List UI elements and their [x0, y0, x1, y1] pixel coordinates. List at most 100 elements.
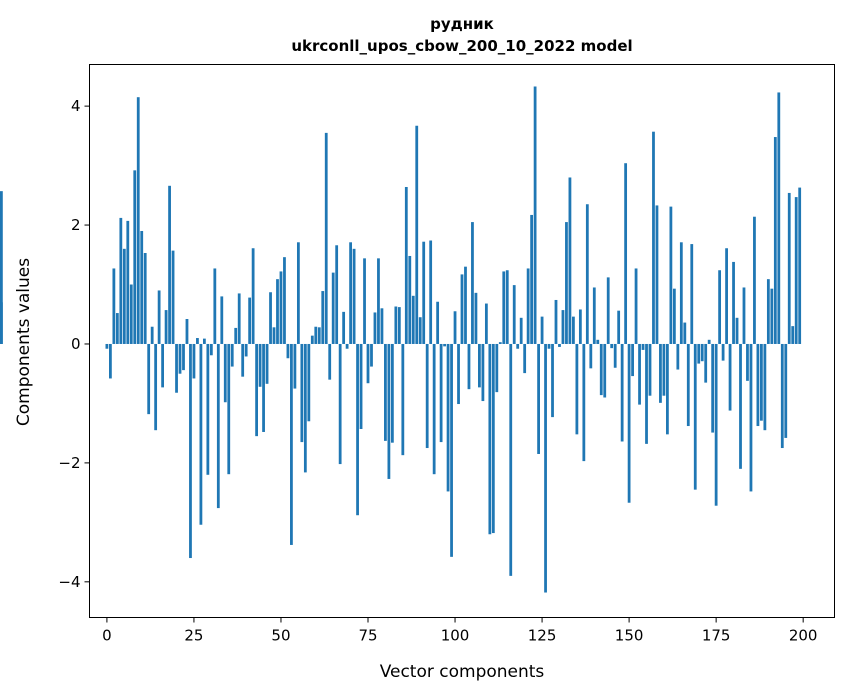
bar	[255, 343, 258, 437]
bar	[356, 343, 359, 516]
bar	[641, 343, 645, 350]
bar	[345, 343, 349, 349]
y-axis-label: Components values	[14, 258, 34, 426]
bar	[418, 317, 422, 344]
bar	[686, 343, 690, 427]
bar	[613, 343, 617, 368]
bar	[554, 299, 558, 344]
bar	[147, 343, 151, 415]
bar	[714, 343, 718, 506]
bar	[283, 257, 286, 344]
x-tick-label: 25	[184, 627, 203, 645]
bar	[262, 343, 265, 432]
bar	[798, 187, 802, 344]
plot-frame	[89, 64, 835, 618]
bar	[429, 240, 433, 344]
bar	[241, 343, 245, 377]
bar	[209, 343, 213, 356]
bar	[206, 343, 210, 475]
bar	[676, 343, 680, 370]
bar	[279, 271, 283, 344]
bar	[725, 248, 728, 344]
bar	[314, 326, 318, 344]
bar	[551, 343, 554, 418]
bar	[453, 311, 457, 344]
y-tick-label: 2	[71, 216, 81, 234]
chart-subtitle: ukrconll_upos_cbow_200_10_2022 model	[291, 37, 632, 55]
x-tick-label: 75	[358, 627, 377, 645]
bar	[575, 343, 579, 435]
bar	[784, 343, 788, 438]
bar	[704, 343, 708, 383]
bar	[150, 326, 154, 344]
bar	[248, 297, 252, 344]
bar	[387, 343, 391, 479]
bar	[794, 197, 798, 344]
bar	[718, 270, 722, 344]
bar	[617, 310, 621, 344]
bar	[634, 268, 638, 344]
bar	[0, 191, 3, 344]
bar	[321, 291, 325, 344]
y-axis-ticks: −4 −2 0 2 4	[58, 97, 90, 591]
x-tick-label: 0	[102, 627, 112, 645]
x-tick-label: 100	[441, 627, 470, 645]
x-axis-ticks: 0 25 50 75 100 125 150 175 200	[102, 617, 818, 645]
bar	[265, 343, 269, 384]
bar	[269, 292, 272, 344]
bar	[290, 343, 293, 545]
bar	[115, 313, 119, 344]
bar	[390, 343, 394, 443]
bar	[491, 343, 495, 534]
x-tick-label: 200	[789, 627, 818, 645]
bar	[359, 343, 363, 429]
bar	[760, 343, 763, 421]
bar	[196, 338, 199, 344]
bar	[746, 343, 749, 381]
bar	[533, 86, 537, 344]
bar	[175, 343, 178, 393]
bar	[735, 317, 739, 344]
bar	[234, 327, 238, 344]
bar	[192, 343, 196, 379]
bar	[439, 343, 443, 443]
bar	[599, 343, 603, 396]
bar	[697, 343, 701, 364]
bar	[258, 343, 262, 387]
bar	[787, 192, 791, 344]
bar	[185, 319, 189, 344]
bar	[638, 343, 641, 405]
bar	[498, 342, 502, 344]
bar	[168, 185, 171, 344]
y-tick-label: 4	[71, 97, 81, 115]
bar	[467, 343, 471, 390]
y-tick-label: 0	[71, 335, 81, 353]
bar	[756, 343, 760, 427]
bar	[766, 279, 770, 344]
bar	[631, 343, 634, 377]
bar	[0, 302, 3, 344]
bar	[136, 97, 140, 344]
bar	[749, 343, 753, 492]
bar	[627, 343, 631, 503]
bar	[122, 248, 126, 344]
bar	[171, 250, 175, 344]
bar	[213, 268, 217, 344]
bar	[672, 288, 676, 344]
bar	[537, 343, 540, 454]
bar	[700, 343, 704, 362]
bar	[592, 287, 596, 344]
bar	[610, 343, 614, 349]
bar	[182, 343, 185, 371]
bar	[721, 343, 725, 361]
bar	[474, 292, 478, 344]
bar	[624, 163, 628, 344]
bar	[352, 248, 356, 344]
bar	[780, 343, 784, 449]
bar	[495, 343, 499, 393]
bar	[154, 343, 158, 431]
bar	[530, 214, 534, 344]
bar	[404, 186, 408, 344]
